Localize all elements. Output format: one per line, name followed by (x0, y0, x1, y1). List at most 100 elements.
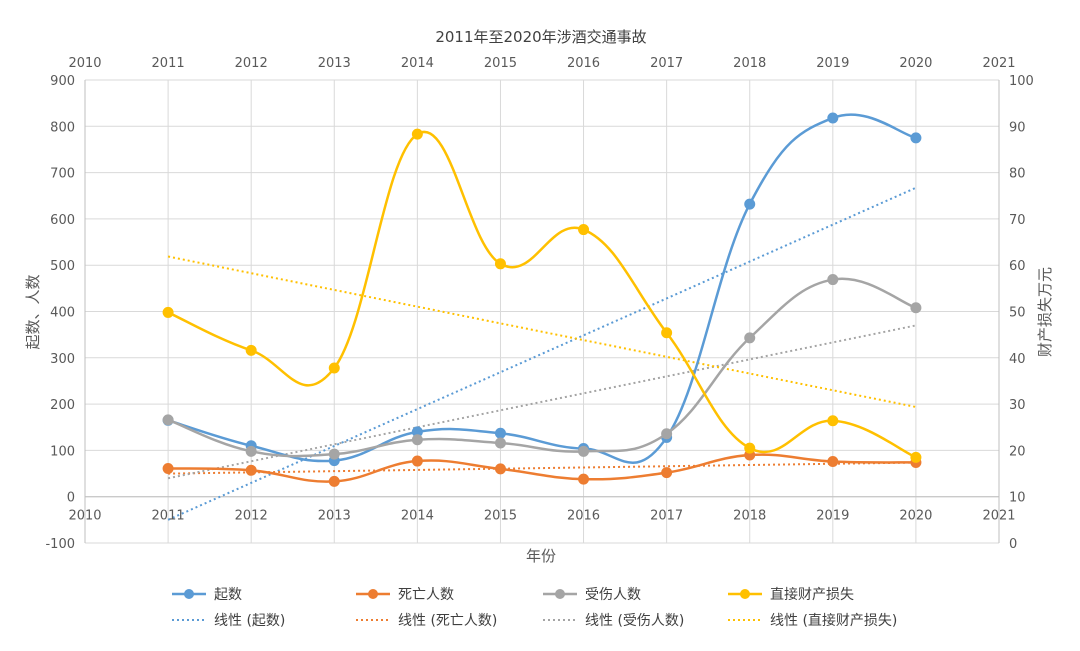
x-tick-label-bottom: 2016 (567, 509, 600, 524)
legend-swatch-marker (555, 589, 565, 599)
series-line-1 (167, 113, 917, 464)
x-tick-label-bottom: 2012 (235, 509, 268, 524)
x-tick-label-top: 2014 (401, 56, 434, 71)
y-tick-label-left: 200 (50, 398, 75, 413)
data-point (494, 437, 506, 449)
y-tick-label-left: 400 (50, 306, 75, 321)
legend-swatch-marker (184, 589, 194, 599)
y-tick-label-right: 40 (1009, 352, 1026, 367)
trendline-4 (167, 255, 917, 408)
y-tick-label-right: 50 (1009, 306, 1026, 321)
gridlines (84, 79, 1000, 544)
y-tick-label-right: 10 (1009, 491, 1026, 506)
y-axis-title-left: 起数、人数 (24, 274, 42, 349)
y-tick-label-right: 80 (1009, 167, 1026, 182)
data-point (661, 327, 673, 339)
data-point (411, 128, 423, 140)
y-tick-label-right: 0 (1009, 537, 1017, 552)
data-point (827, 112, 839, 124)
x-tick-label-top: 2013 (318, 56, 351, 71)
data-point (245, 344, 257, 356)
y-tick-label-right: 60 (1009, 259, 1026, 274)
y-tick-label-left: 100 (50, 444, 75, 459)
x-tick-label-top: 2012 (235, 56, 268, 71)
data-point (162, 414, 174, 426)
axes (84, 80, 1000, 543)
series-lines (162, 112, 922, 487)
legend-label: 线性 (受伤人数) (585, 613, 684, 629)
x-tick-label-bottom: 2017 (650, 509, 683, 524)
x-tick-label-bottom: 2015 (484, 509, 517, 524)
y-tick-label-right: 90 (1009, 120, 1026, 135)
y-axis-title-right: 财产损失万元 (1036, 267, 1054, 357)
data-point (827, 456, 839, 468)
data-point (328, 362, 340, 374)
data-point (910, 132, 922, 144)
y-tick-label-right: 30 (1009, 398, 1026, 413)
data-point (744, 332, 756, 344)
series-line-3 (167, 277, 917, 458)
x-tick-label-top: 2018 (733, 56, 766, 71)
data-point (744, 442, 756, 454)
x-tick-label-bottom: 2019 (816, 509, 849, 524)
x-tick-label-bottom: 2018 (733, 509, 766, 524)
y-tick-label-left: 0 (67, 491, 75, 506)
y-tick-label-left: 700 (50, 167, 75, 182)
y-tick-label-left: 900 (50, 74, 75, 89)
data-point (162, 306, 174, 318)
x-tick-label-top: 2017 (650, 56, 683, 71)
legend-label: 线性 (死亡人数) (398, 613, 497, 629)
x-tick-label-top: 2019 (816, 56, 849, 71)
x-tick-label-bottom: 2010 (68, 509, 101, 524)
data-point (910, 451, 922, 463)
series-line-2 (168, 453, 916, 483)
data-point (578, 445, 590, 457)
series-line-4 (167, 130, 917, 459)
trendlines (167, 186, 917, 521)
data-point (162, 462, 174, 474)
data-point (245, 445, 257, 457)
data-point (328, 448, 340, 460)
data-point (328, 475, 340, 487)
x-tick-label-bottom: 2011 (152, 509, 185, 524)
legend-label: 受伤人数 (585, 587, 641, 603)
y-tick-label-right: 100 (1009, 74, 1034, 89)
x-tick-label-top: 2011 (152, 56, 185, 71)
x-tick-label-bottom: 2014 (401, 509, 434, 524)
x-tick-label-bottom: 2021 (982, 509, 1015, 524)
tick-labels: 9008007006005004003002001000-10010090807… (45, 56, 1033, 552)
data-point (245, 464, 257, 476)
data-point (578, 224, 590, 236)
legend-swatch-marker (740, 589, 750, 599)
data-point (411, 455, 423, 467)
data-point (578, 473, 590, 485)
data-point (661, 467, 673, 479)
data-point (744, 198, 756, 210)
data-point (494, 463, 506, 475)
legend-label: 线性 (直接财产损失) (770, 612, 897, 629)
y-tick-label-left: 300 (50, 352, 75, 367)
legend-label: 起数 (214, 587, 242, 603)
y-tick-label-left: 500 (50, 259, 75, 274)
legend-swatch-marker (368, 589, 378, 599)
legend-label: 直接财产损失 (770, 586, 854, 603)
legend-label: 线性 (起数) (214, 613, 285, 629)
data-point (494, 258, 506, 270)
x-tick-label-top: 2021 (982, 56, 1015, 71)
data-point (661, 428, 673, 440)
chart-title: 2011年至2020年涉酒交通事故 (435, 28, 646, 46)
y-tick-label-left: -100 (45, 537, 75, 552)
x-tick-label-top: 2016 (567, 56, 600, 71)
data-point (827, 274, 839, 286)
x-tick-label-bottom: 2020 (899, 509, 932, 524)
data-point (827, 415, 839, 427)
x-axis-title: 年份 (526, 547, 556, 565)
x-tick-label-top: 2010 (68, 56, 101, 71)
trendline-2 (168, 461, 916, 475)
x-tick-label-bottom: 2013 (318, 509, 351, 524)
trendline-1 (167, 186, 917, 521)
data-point (411, 434, 423, 446)
